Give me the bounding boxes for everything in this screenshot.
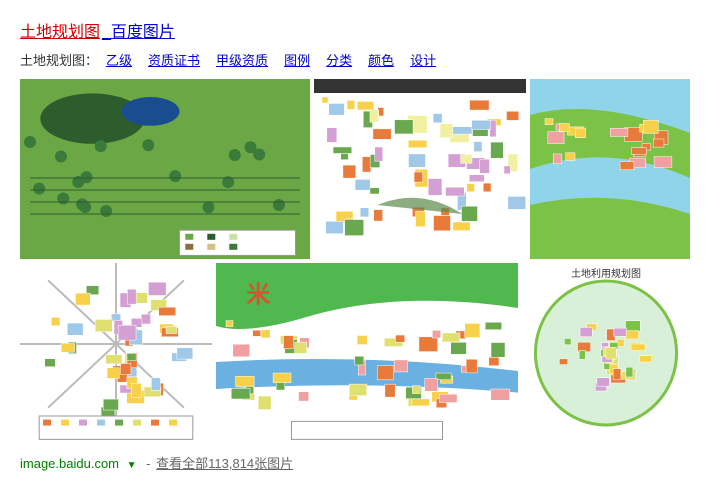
svg-text:土地利用规划图: 土地利用规划图 <box>571 267 641 280</box>
result-title: 土地规划图_百度图片 <box>20 18 690 42</box>
filter-row: 土地规划图： 乙级 资质证书 甲级资质 图例 分类 颜色 设计 <box>20 50 690 69</box>
thumbnail-2[interactable] <box>530 79 690 259</box>
thumbnail-1[interactable] <box>314 79 526 259</box>
filter-link-6[interactable]: 设计 <box>410 53 436 68</box>
svg-text:米: 米 <box>246 282 270 309</box>
thumbnail-0[interactable] <box>20 79 310 259</box>
image-gallery: 米 土地利用规划图 <box>20 79 690 443</box>
dropdown-icon[interactable]: ▼ <box>127 460 137 471</box>
thumbnail-3[interactable] <box>20 263 212 443</box>
filter-link-3[interactable]: 图例 <box>284 53 310 68</box>
filter-link-5[interactable]: 颜色 <box>368 53 394 68</box>
source-link[interactable]: _百度图片 <box>102 24 175 41</box>
result-footer: image.baidu.com ▼ - 查看全部113,814张图片 <box>20 453 690 472</box>
keyword-link[interactable]: 土地规划图 <box>20 24 100 41</box>
filter-prefix: 土地规划图： <box>20 53 98 68</box>
filter-link-4[interactable]: 分类 <box>326 53 352 68</box>
filter-link-1[interactable]: 资质证书 <box>148 53 200 68</box>
separator: - <box>146 456 150 471</box>
thumbnail-5[interactable]: 土地利用规划图 <box>522 263 690 443</box>
filter-link-2[interactable]: 甲级资质 <box>216 53 268 68</box>
source-url[interactable]: image.baidu.com <box>20 456 119 471</box>
thumbnail-4[interactable]: 米 <box>216 263 518 443</box>
filter-link-0[interactable]: 乙级 <box>106 53 132 68</box>
view-all-link[interactable]: 查看全部113,814张图片 <box>156 456 293 471</box>
